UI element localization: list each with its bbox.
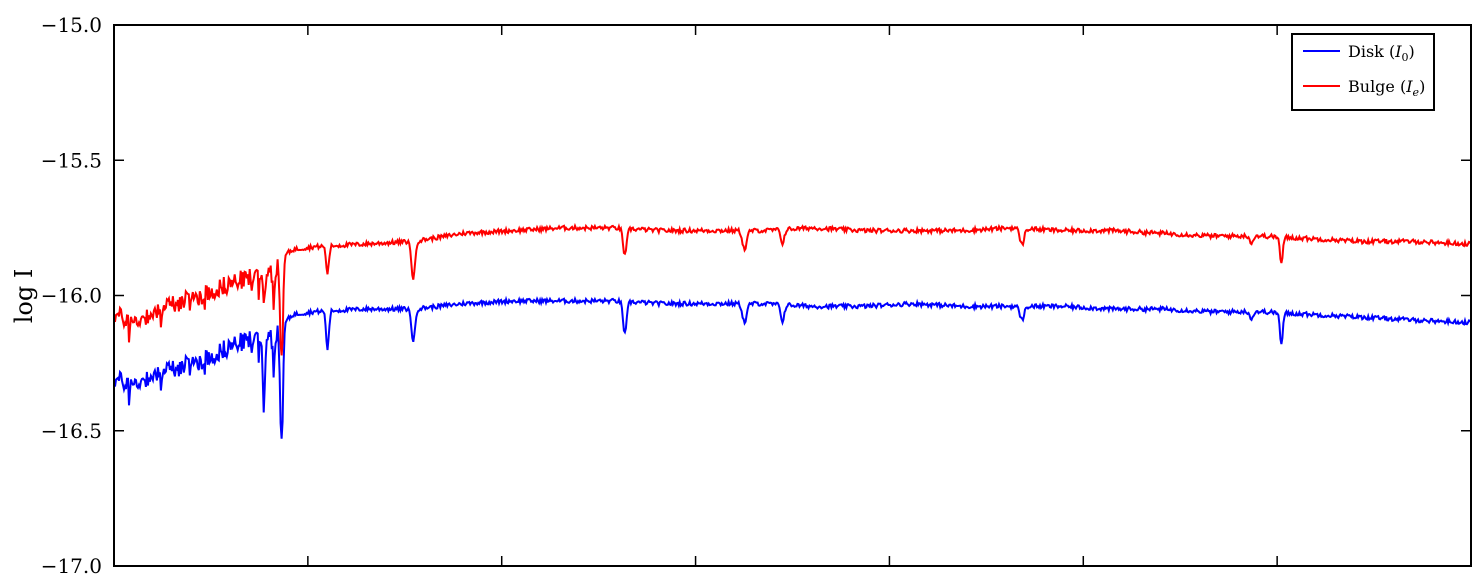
legend-label: Bulge (Ie) — [1348, 77, 1425, 99]
legend: Disk (I0) Bulge (Ie) — [1291, 33, 1435, 111]
series-line-0 — [114, 295, 1472, 439]
series-layer — [114, 222, 1472, 439]
y-axis-label: log I — [10, 269, 38, 324]
y-tick-label: −16.0 — [41, 284, 102, 308]
y-tick-label: −17.0 — [41, 554, 102, 577]
ticks-layer: −15.0 −15.5 −16.0 −16.5 −17.0 — [41, 13, 1471, 577]
legend-label: Disk (I0) — [1348, 42, 1415, 64]
legend-box — [1291, 33, 1435, 111]
y-tick-label: −15.0 — [41, 13, 102, 37]
y-tick-label: −16.5 — [41, 419, 102, 443]
plot-frame — [113, 24, 1472, 567]
y-tick-label: −15.5 — [41, 148, 102, 172]
series-line-1 — [114, 222, 1472, 356]
